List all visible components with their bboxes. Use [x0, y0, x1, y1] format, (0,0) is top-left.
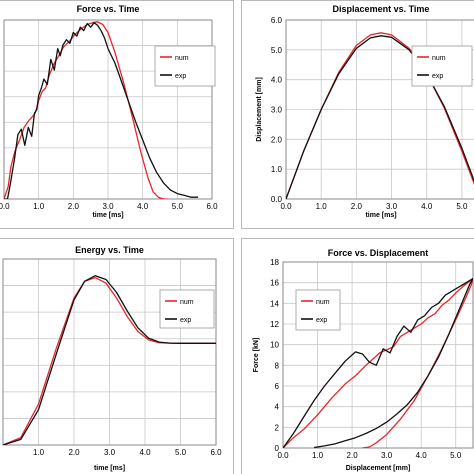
y-tick-label: 2 — [275, 423, 280, 432]
x-tick-label: 5.0 — [450, 451, 462, 460]
x-tick-label: 4.0 — [139, 448, 151, 457]
panel-2: Displacement vs. Time 0.0 1.0 2.0 3.0 4.0 5.0 0… — [241, 0, 474, 229]
x-axis-label: time [ms] — [365, 212, 396, 219]
x-tick-label: 4.0 — [137, 202, 149, 211]
y-tick-label: 1.0 — [271, 165, 283, 174]
panel-frame — [0, 0, 234, 229]
series-line-num — [4, 21, 168, 199]
x-tick-label: 4.0 — [416, 451, 428, 460]
legend-box — [411, 45, 473, 87]
y-tick-label: 0 — [275, 444, 280, 453]
x-tick-label: 0.0 — [277, 451, 289, 460]
panel-3: Energy vs. Time 1.0 2.0 3.0 4.0 5.0 6.0 time [m… — [0, 238, 234, 474]
chart-title: Force vs. Displacement — [328, 248, 429, 258]
legend-label-exp: exp — [180, 317, 191, 324]
plot-area-border — [285, 19, 474, 200]
legend-label-num: num — [432, 55, 446, 62]
x-tick-label: 1.0 — [316, 202, 328, 211]
series-line-num — [283, 277, 473, 448]
legend-label-num: num — [316, 299, 330, 306]
legend-label-exp: exp — [316, 317, 327, 324]
y-tick-label: 0.0 — [271, 195, 283, 204]
legend-label-exp: exp — [432, 73, 443, 80]
legend-label-exp: exp — [175, 73, 186, 80]
series-line-exp — [286, 35, 474, 199]
y-axis-label: Displacement [mm] — [256, 77, 263, 142]
x-tick-label: 5.0 — [172, 202, 184, 211]
x-tick-label: 5.0 — [175, 448, 187, 457]
x-tick-label: 5.0 — [456, 202, 468, 211]
legend-box — [295, 289, 341, 331]
plot-area-border — [282, 261, 474, 449]
x-tick-label: 6.0 — [206, 202, 218, 211]
legend-box — [154, 45, 216, 87]
y-tick-label: 3.0 — [271, 106, 283, 115]
x-tick-label: 3.0 — [386, 202, 398, 211]
x-tick-label: 0.0 — [280, 202, 292, 211]
plot-area-border — [3, 19, 213, 200]
y-tick-label: 16 — [270, 279, 279, 288]
x-tick-label: 1.0 — [33, 448, 45, 457]
y-axis-label: Force [kN] — [253, 338, 260, 373]
y-tick-label: 12 — [270, 320, 279, 329]
y-tick-label: 6.0 — [271, 16, 283, 25]
x-tick-label: 6.0 — [210, 448, 222, 457]
x-tick-label: 4.0 — [421, 202, 433, 211]
chart-title: Energy vs. Time — [75, 245, 144, 255]
chart-title: Displacement vs. Time — [333, 4, 430, 14]
legend-label-num: num — [175, 55, 189, 62]
panel-4: Force vs. Displacement 0.0 1.0 2.0 3.0 4.0 5.0… — [241, 238, 474, 474]
panel-frame — [241, 0, 474, 229]
legend-label-num: num — [180, 299, 194, 306]
x-axis-label: Displacement [mm] — [346, 465, 411, 472]
x-tick-label: 3.0 — [102, 202, 114, 211]
legend: num exp — [295, 289, 341, 331]
legend: num exp — [154, 45, 216, 87]
y-tick-label: 14 — [270, 299, 279, 308]
x-tick-label: 2.0 — [68, 202, 80, 211]
plot-area-border — [2, 258, 217, 446]
x-axis-label: time [ms] — [94, 465, 125, 472]
x-tick-label: 2.0 — [351, 202, 363, 211]
y-tick-label: 6 — [275, 382, 280, 391]
x-tick-label: 3.0 — [381, 451, 393, 460]
legend: num exp — [159, 289, 215, 329]
x-tick-label: 2.0 — [68, 448, 80, 457]
x-tick-label: 2.0 — [347, 451, 359, 460]
legend-box — [159, 289, 215, 329]
legend: num exp — [411, 45, 473, 87]
panel-1: Force vs. Time 0.0 1.0 2.0 3.0 4.0 5.0 6.0 time … — [0, 0, 234, 229]
y-tick-label: 10 — [270, 341, 279, 350]
y-tick-label: 18 — [270, 258, 279, 267]
x-tick-label: 3.0 — [104, 448, 116, 457]
panel-frame — [0, 238, 234, 474]
y-tick-label: 4 — [275, 403, 280, 412]
panel-frame — [241, 238, 474, 474]
chart-title: Force vs. Time — [77, 4, 140, 14]
x-axis-label: time [ms] — [92, 212, 123, 219]
x-tick-label: 1.0 — [312, 451, 324, 460]
series-line-exp — [4, 22, 199, 199]
x-tick-label: 0.0 — [0, 202, 10, 211]
y-tick-label: 8 — [275, 361, 280, 370]
x-tick-label: 1.0 — [33, 202, 45, 211]
y-tick-label: 4.0 — [271, 76, 283, 85]
y-tick-label: 5.0 — [271, 46, 283, 55]
y-tick-label: 2.0 — [271, 135, 283, 144]
series-line-exp — [3, 275, 216, 445]
series-line-exp — [283, 277, 473, 448]
